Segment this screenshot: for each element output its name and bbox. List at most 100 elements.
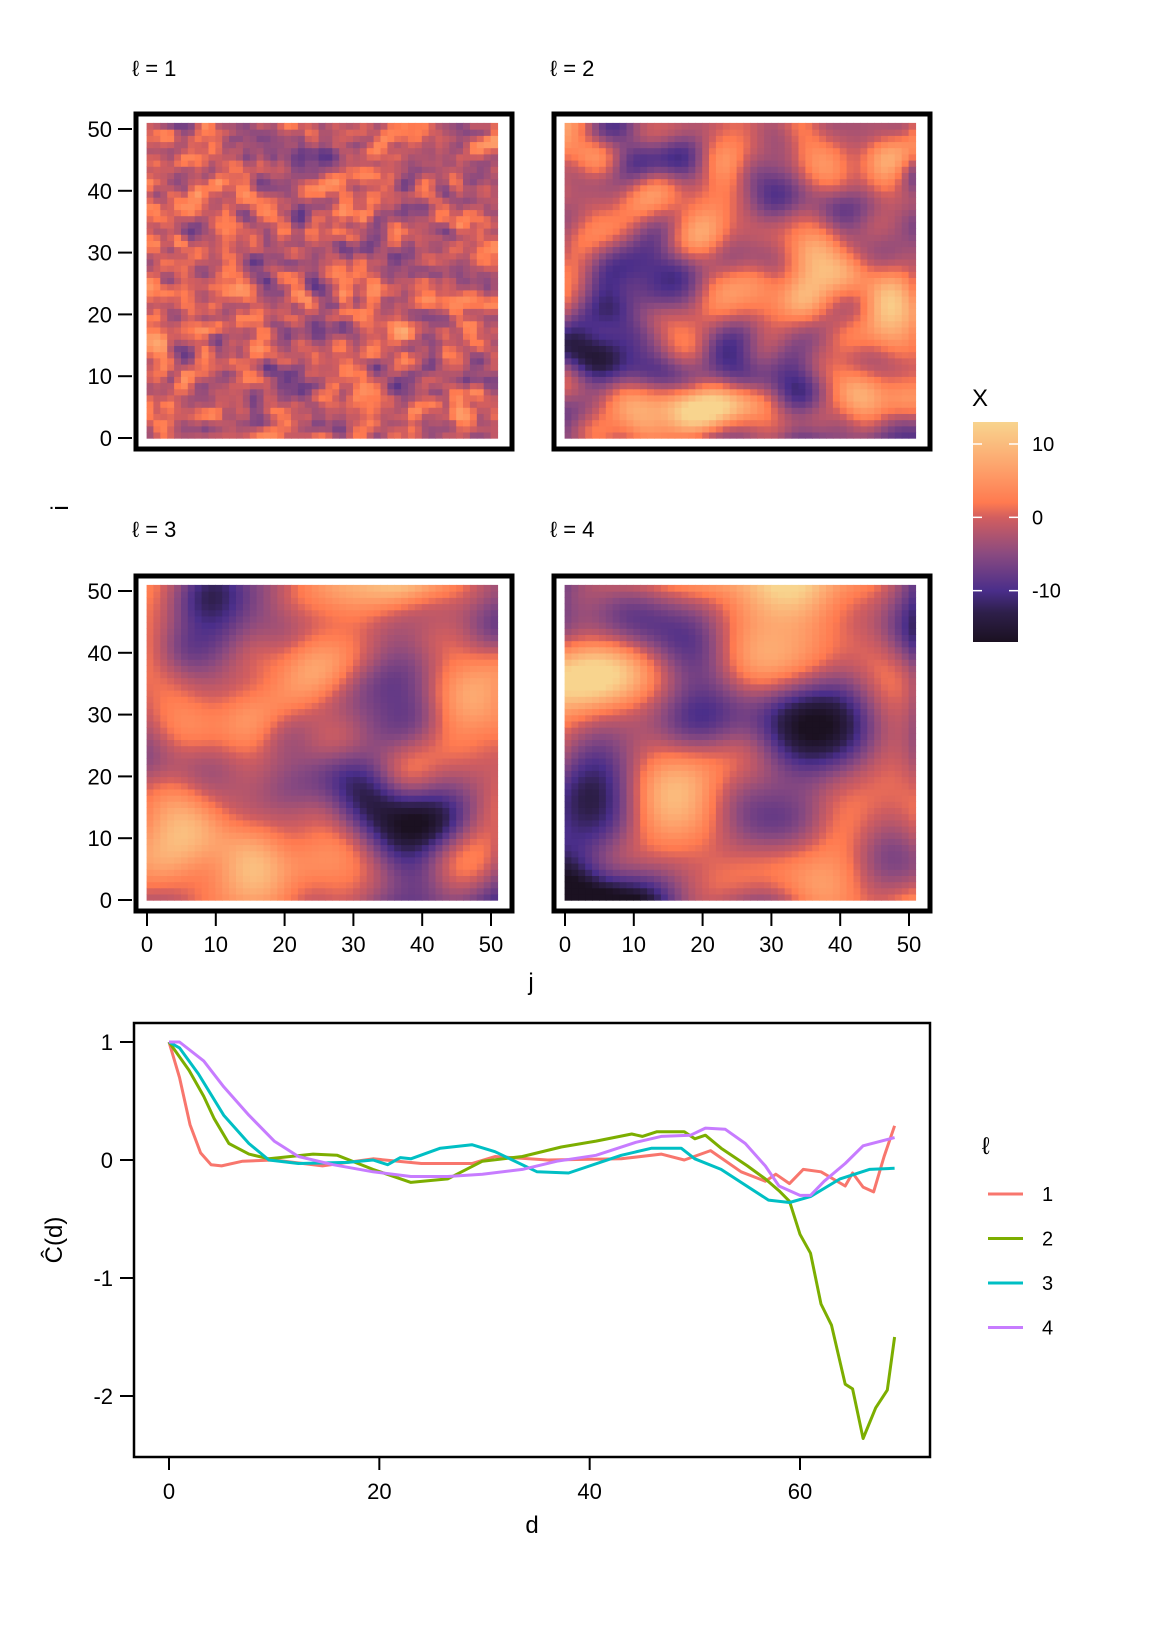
- heatmap-cell: [387, 339, 395, 346]
- heatmap-cell: [874, 296, 882, 303]
- heatmap-cell: [318, 425, 327, 433]
- heatmap-cell: [715, 190, 724, 198]
- heatmap-cell: [894, 153, 903, 161]
- heatmap-cell: [483, 289, 492, 297]
- heatmap-cell: [667, 258, 676, 266]
- heatmap-cell: [764, 407, 772, 414]
- heatmap-cell: [181, 190, 189, 198]
- heatmap-cell: [449, 147, 457, 155]
- heatmap-cell: [181, 277, 189, 285]
- heatmap-cell: [297, 296, 306, 303]
- heatmap-cell: [201, 431, 210, 439]
- heatmap-cell: [380, 351, 388, 359]
- heatmap-cell: [729, 246, 738, 254]
- heatmap-cell: [359, 135, 368, 143]
- heatmap-cell: [194, 425, 203, 433]
- heatmap-cell: [633, 215, 641, 223]
- heatmap-cell: [647, 147, 655, 155]
- heatmap-cell: [736, 431, 745, 439]
- heatmap-cell: [153, 413, 161, 421]
- heatmap-cell: [846, 388, 855, 396]
- heatmap-cell: [901, 252, 910, 260]
- heatmap-cell: [332, 388, 340, 396]
- heatmap-cell: [887, 228, 896, 235]
- heatmap-cell: [208, 215, 216, 223]
- heatmap-cell: [874, 190, 882, 198]
- heatmap-cell: [311, 289, 320, 297]
- heatmap-cell: [826, 401, 834, 408]
- heatmap-cell: [201, 357, 210, 365]
- heatmap-cell: [421, 296, 430, 303]
- heatmap-cell: [263, 271, 271, 278]
- heatmap-cell: [332, 258, 340, 266]
- heatmap-cell: [626, 431, 634, 439]
- heatmap-cell: [640, 153, 648, 161]
- heatmap-cell: [894, 252, 903, 260]
- heatmap-cell: [585, 425, 593, 433]
- heatmap-cell: [297, 357, 306, 365]
- heatmap-cell: [401, 289, 409, 297]
- heatmap-cell: [784, 178, 793, 186]
- heatmap-cell: [311, 333, 320, 340]
- heatmap-cell: [853, 166, 861, 173]
- heatmap-cell: [846, 363, 855, 371]
- heatmap-cell: [291, 407, 299, 414]
- heatmap-cell: [476, 228, 485, 235]
- heatmap-cell: [366, 407, 375, 414]
- heatmap-cell: [812, 296, 820, 303]
- heatmap-cell: [428, 172, 437, 180]
- heatmap-cell: [463, 431, 471, 439]
- heatmap-cell: [777, 258, 786, 266]
- heatmap-cell: [605, 314, 614, 322]
- heatmap-cell: [805, 407, 813, 414]
- heatmap-cell: [346, 388, 354, 396]
- heatmap-cell: [435, 209, 443, 217]
- heatmap-cell: [688, 388, 696, 396]
- heatmap-cell: [826, 172, 834, 180]
- heatmap-cell: [160, 407, 168, 414]
- heatmap-cell: [908, 382, 917, 390]
- heatmap-cell: [764, 401, 772, 408]
- heatmap-cell: [771, 419, 779, 427]
- heatmap-cell: [887, 178, 896, 186]
- heatmap-cell: [215, 166, 223, 173]
- heatmap-cell: [373, 228, 382, 235]
- heatmap-cell: [709, 184, 717, 192]
- heatmap-cell: [887, 160, 896, 167]
- heatmap-cell: [318, 209, 327, 217]
- heatmap-cell: [387, 425, 395, 433]
- heatmap-cell: [709, 302, 717, 309]
- heatmap-cell: [229, 289, 237, 297]
- heatmap-cell: [339, 419, 347, 427]
- heatmap-cell: [236, 141, 244, 149]
- heatmap-cell: [229, 215, 237, 223]
- heatmap-cell: [270, 252, 278, 260]
- heatmap-cell: [612, 394, 621, 402]
- heatmap-cell: [153, 296, 161, 303]
- heatmap-cell: [771, 407, 779, 414]
- heatmap-cell: [222, 141, 230, 149]
- heatmap-cell: [695, 258, 703, 266]
- heatmap-cell: [571, 296, 579, 303]
- heatmap-cell: [791, 419, 800, 427]
- heatmap-cell: [394, 197, 402, 204]
- heatmap-cell: [681, 407, 689, 414]
- heatmap-cell: [599, 252, 607, 260]
- heatmap-cell: [599, 283, 607, 291]
- heatmap-cell: [667, 413, 676, 421]
- heatmap-cell: [236, 388, 244, 396]
- heatmap-cell: [874, 178, 882, 186]
- heatmap-cell: [702, 172, 710, 180]
- heatmap-cell: [846, 166, 855, 173]
- heatmap-cell: [702, 240, 710, 248]
- heatmap-cell: [812, 351, 820, 359]
- heatmap-cell: [332, 289, 340, 297]
- heatmap-cell: [421, 228, 430, 235]
- heatmap-cell: [208, 153, 216, 161]
- heatmap-cell: [887, 376, 896, 384]
- heatmap-cell: [860, 221, 868, 229]
- heatmap-cell: [846, 252, 855, 260]
- heatmap-cell: [380, 289, 388, 297]
- heatmap-cell: [619, 351, 628, 359]
- heatmap-cell: [394, 258, 402, 266]
